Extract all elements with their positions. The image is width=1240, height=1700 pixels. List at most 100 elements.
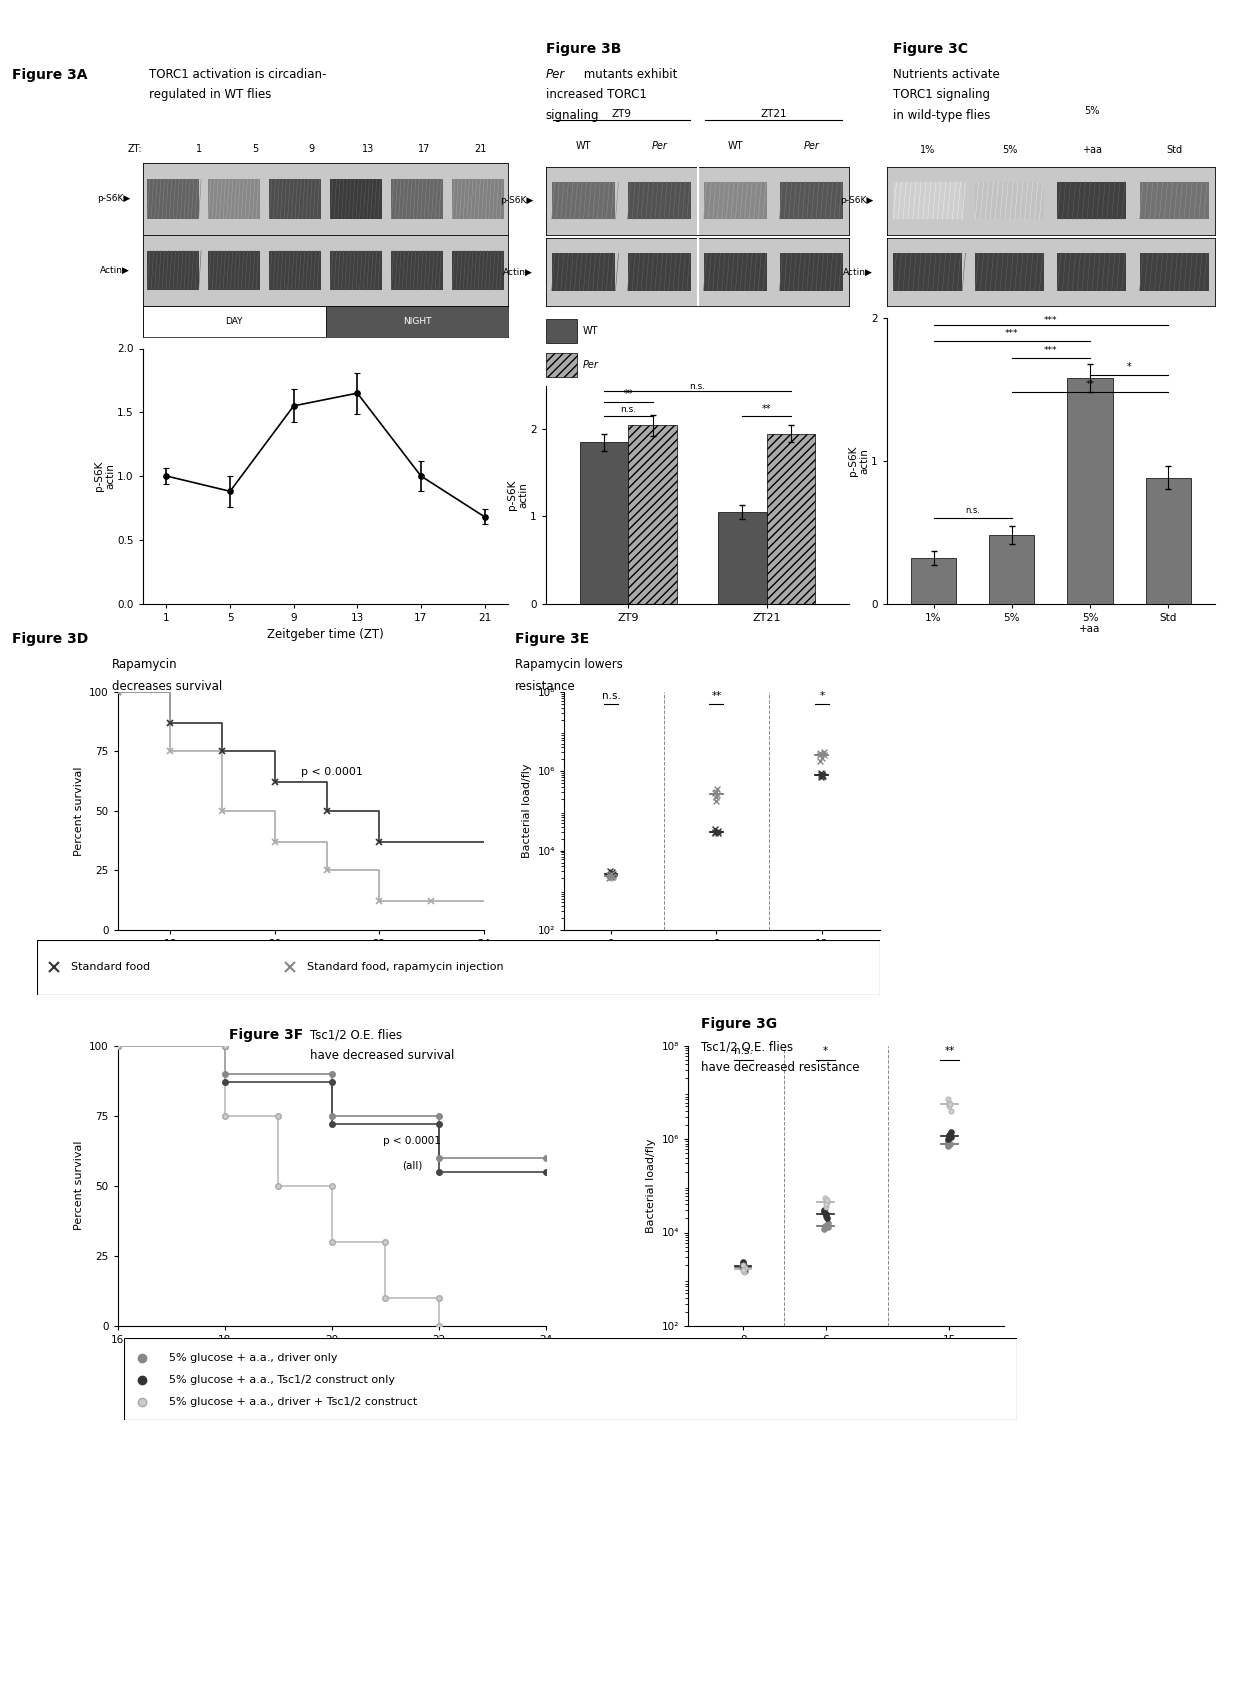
Bar [580, 442, 629, 604]
Text: Rapamycin: Rapamycin [112, 658, 177, 672]
Point [706, 819, 725, 847]
Text: Figure 3C: Figure 3C [893, 42, 967, 56]
X-axis label: Zeitgeber time (ZT): Zeitgeber time (ZT) [267, 627, 384, 641]
Text: n.s.: n.s. [734, 1046, 753, 1056]
Bar [1140, 182, 1209, 219]
Point [815, 1216, 835, 1243]
Text: ***: *** [1044, 316, 1058, 325]
X-axis label: Hours post-infection: Hours post-infection [275, 1350, 388, 1360]
Y-axis label: Bacterial load/fly: Bacterial load/fly [646, 1139, 656, 1232]
X-axis label: Hours post-infection: Hours post-infection [790, 1350, 903, 1360]
Bar [911, 558, 956, 604]
Bar [269, 250, 321, 291]
Point [733, 1250, 753, 1277]
Point [939, 1125, 959, 1153]
Text: n.s.: n.s. [620, 405, 636, 413]
Point [811, 740, 831, 767]
Bar [1146, 478, 1190, 604]
Text: WT: WT [575, 141, 591, 151]
Point [599, 865, 619, 893]
Text: Figure 3A: Figure 3A [12, 68, 88, 82]
Text: Figure 3E: Figure 3E [515, 632, 589, 646]
Text: **: ** [712, 690, 722, 700]
Bar [453, 178, 503, 219]
Point [707, 775, 727, 802]
Text: **: ** [945, 1046, 955, 1056]
Y-axis label: p-S6K
actin: p-S6K actin [94, 461, 115, 491]
Bar [208, 250, 259, 291]
Point [811, 763, 831, 791]
Bar [703, 182, 768, 219]
Point [810, 748, 830, 775]
X-axis label: Hours post-infection: Hours post-infection [666, 954, 779, 964]
Bar [148, 250, 198, 291]
Bar [627, 253, 692, 291]
Point [937, 1129, 957, 1156]
Y-axis label: Percent survival: Percent survival [73, 1141, 83, 1231]
Bar [627, 182, 692, 219]
Bar [893, 182, 962, 219]
Point [733, 1251, 753, 1278]
Y-axis label: Bacterial load/fly: Bacterial load/fly [522, 763, 532, 858]
Bar [703, 253, 768, 291]
Point [600, 858, 620, 886]
Text: increased TORC1: increased TORC1 [546, 88, 646, 102]
Text: Figure 3D: Figure 3D [12, 632, 88, 646]
Text: (all): (all) [402, 1161, 422, 1171]
Point [601, 864, 621, 891]
Text: ZT9: ZT9 [611, 109, 631, 119]
Text: have decreased survival: have decreased survival [310, 1049, 454, 1062]
Bar [330, 178, 382, 219]
Text: *: * [823, 1046, 828, 1056]
Bar [546, 320, 577, 343]
Point [813, 763, 833, 791]
Point [816, 1193, 836, 1221]
Point [599, 862, 619, 889]
Bar [766, 434, 815, 604]
Point [939, 1093, 959, 1120]
Text: have decreased resistance: have decreased resistance [701, 1061, 859, 1074]
Text: Standard food, rapamycin injection: Standard food, rapamycin injection [308, 962, 503, 972]
Bar [976, 253, 1044, 291]
Point [734, 1251, 754, 1278]
Text: n.s.: n.s. [689, 382, 706, 391]
Y-axis label: p-S6K
actin: p-S6K actin [848, 445, 869, 476]
Text: 5% glucose + a.a., driver only: 5% glucose + a.a., driver only [169, 1353, 337, 1363]
Bar [1058, 182, 1126, 219]
Text: TORC1 activation is circadian-: TORC1 activation is circadian- [149, 68, 326, 82]
Point [812, 760, 832, 787]
Text: 5% glucose + a.a., driver + Tsc1/2 construct: 5% glucose + a.a., driver + Tsc1/2 const… [169, 1397, 417, 1408]
Point [815, 1185, 835, 1212]
Point [733, 1255, 753, 1282]
Text: Per: Per [804, 141, 820, 151]
Text: **: ** [624, 389, 634, 400]
Point [733, 1251, 753, 1278]
Bar [269, 178, 321, 219]
Text: 5%: 5% [1084, 105, 1100, 116]
Point [706, 787, 725, 814]
Text: resistance: resistance [515, 680, 575, 694]
Point [708, 819, 728, 847]
Point [941, 1119, 961, 1146]
Bar [143, 306, 325, 337]
Point [706, 780, 725, 808]
Bar [780, 253, 843, 291]
Text: Actin▶: Actin▶ [843, 267, 873, 277]
Text: decreases survival: decreases survival [112, 680, 222, 694]
Point [817, 1187, 837, 1214]
Point [733, 1256, 753, 1284]
Text: p-S6K▶: p-S6K▶ [97, 194, 130, 204]
Text: Per: Per [651, 141, 667, 151]
Point [600, 864, 620, 891]
Bar [392, 250, 443, 291]
Text: p < 0.0001: p < 0.0001 [300, 767, 362, 777]
Point [706, 816, 725, 843]
Bar [148, 178, 198, 219]
Text: **: ** [761, 405, 771, 413]
Bar [392, 178, 443, 219]
Point [937, 1086, 957, 1114]
Text: Figure 3G: Figure 3G [701, 1017, 776, 1030]
Text: 1%: 1% [920, 144, 935, 155]
Text: 1: 1 [196, 144, 202, 155]
Point [733, 1253, 753, 1280]
